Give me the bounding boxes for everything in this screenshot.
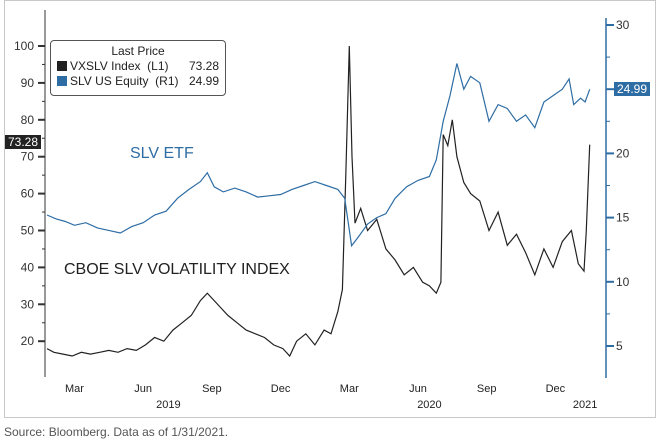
annotation-slv-etf: SLV ETF [130, 145, 194, 162]
year-label: 2020 [417, 399, 441, 411]
annotation-volatility-index: CBOE SLV VOLATILITY INDEX [64, 261, 290, 278]
x-tick-label: Dec [546, 383, 566, 395]
x-tick-label: Sep [477, 383, 497, 395]
legend-axis: (R1) [155, 73, 179, 88]
left-axis-tick-label: 30 [21, 297, 35, 311]
left-axis-tick-label: 40 [21, 260, 35, 274]
series-line-vxslv [46, 45, 591, 358]
x-tick-label: Mar [340, 383, 359, 395]
legend-swatch [57, 75, 67, 86]
x-tick-label: Jun [409, 383, 427, 395]
chart-frame [4, 0, 656, 418]
last-value-tag-left: 73.28 [5, 135, 42, 149]
right-axis-tick-label: 30 [616, 18, 630, 32]
x-tick-label: Dec [271, 383, 291, 395]
x-tick-label: Mar [65, 383, 84, 395]
legend-value: 24.99 [188, 73, 219, 88]
left-axis-tick-label: 20 [21, 334, 35, 348]
legend-entry-vxslv: VXSLV Index (L1) 73.28 [57, 58, 219, 73]
series-line-slv [46, 63, 591, 248]
legend-axis: (L1) [147, 58, 169, 73]
legend-name: SLV US Equity [70, 73, 149, 88]
x-tick-label: Jun [134, 383, 152, 395]
legend: Last Price VXSLV Index (L1) 73.28 SLV US… [50, 40, 226, 96]
right-axis-tick-label: 5 [616, 339, 623, 353]
left-axis-tick-label: 100 [14, 39, 34, 53]
x-tick-label: Sep [202, 383, 222, 395]
right-axis-tick-label: 15 [616, 211, 630, 225]
right-axis-tick-label: 10 [616, 275, 630, 289]
left-axis-tick-label: 80 [21, 113, 35, 127]
left-axis-tick-label: 60 [21, 187, 35, 201]
legend-swatch [57, 60, 67, 71]
legend-entry-slv: SLV US Equity (R1) 24.99 [57, 73, 219, 88]
left-axis-tick-label: 50 [21, 224, 35, 238]
legend-title: Last Price [111, 44, 165, 58]
year-label: 2021 [573, 399, 597, 411]
legend-value: 73.28 [188, 58, 219, 73]
last-value-tag-right: 24.99 [614, 82, 651, 96]
left-axis-tick-label: 90 [21, 76, 35, 90]
legend-name: VXSLV Index [70, 58, 141, 73]
source-note: Source: Bloomberg. Data as of 1/31/2021. [4, 425, 229, 439]
left-axis-tick-label: 70 [21, 150, 35, 164]
right-axis-tick-label: 20 [616, 146, 630, 160]
year-label: 2019 [156, 399, 180, 411]
